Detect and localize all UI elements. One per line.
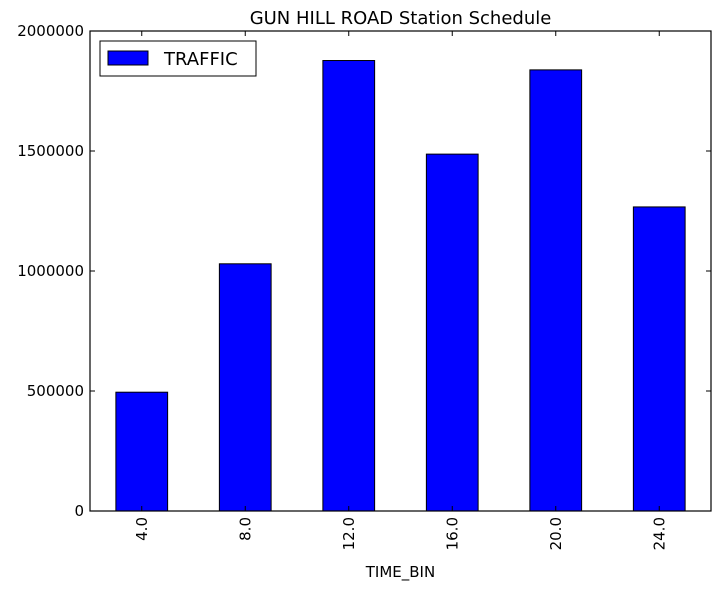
x-tick-label: 4.0 <box>133 517 151 541</box>
x-axis-ticks: 4.0 8.0 12.0 16.0 20.0 24.0 <box>133 31 668 550</box>
x-tick-label: 24.0 <box>650 517 668 550</box>
x-tick-label: 20.0 <box>547 517 565 550</box>
y-tick-label: 0 <box>74 502 84 520</box>
x-tick-label: 8.0 <box>236 517 254 541</box>
bars-group <box>115 60 686 512</box>
y-axis-ticks: 0 500000 1000000 1500000 2000000 <box>17 22 711 520</box>
plot-frame <box>89 30 712 512</box>
legend-swatch <box>107 50 149 66</box>
chart-title: GUN HILL ROAD Station Schedule <box>250 8 552 29</box>
bar-16-0 <box>425 153 479 512</box>
bar-8-0 <box>218 263 272 512</box>
y-tick-label: 500000 <box>27 382 84 400</box>
x-tick-label: 16.0 <box>443 517 461 550</box>
bar-12-0 <box>322 60 376 512</box>
y-tick-label: 1000000 <box>17 262 84 280</box>
legend-label: TRAFFIC <box>163 49 238 70</box>
legend: TRAFFIC <box>99 40 257 77</box>
x-tick-label: 12.0 <box>340 517 358 550</box>
bar-4-0 <box>115 391 169 512</box>
bar-24-0 <box>632 206 686 512</box>
x-axis-label: TIME_BIN <box>365 563 435 582</box>
bar-20-0 <box>529 69 583 512</box>
y-tick-label: 1500000 <box>17 142 84 160</box>
y-tick-label: 2000000 <box>17 22 84 40</box>
